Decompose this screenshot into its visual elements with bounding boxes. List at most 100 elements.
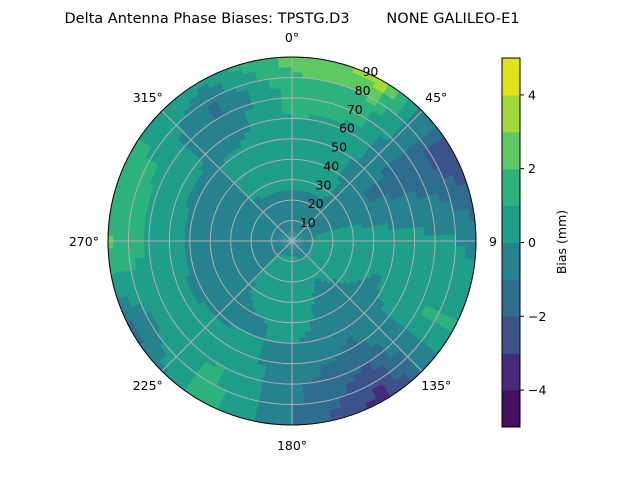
contour-cell [285,194,290,201]
contour-cell [266,245,273,250]
contour-cell [259,222,266,228]
contour-cell [295,255,298,262]
contour-cell [289,245,292,252]
contour-cell [299,247,305,252]
contour-cell [424,350,439,366]
contour-cell [171,296,182,309]
contour-cell [214,90,229,102]
contour-cell [402,219,410,230]
contour-cell [204,398,221,411]
contour-cell [291,97,303,104]
contour-cell [401,137,414,151]
contour-cell [276,235,283,239]
contour-cell [286,173,293,180]
contour-cell [305,220,311,227]
contour-cell [215,227,222,234]
contour-cell [149,148,162,163]
contour-cell [324,329,335,338]
contour-cell [378,115,392,128]
contour-cell [291,393,304,401]
contour-cell [389,181,399,193]
contour-cell [224,385,239,396]
contour-cell [300,102,313,110]
contour-cell [307,223,313,229]
contour-cell [392,221,400,231]
contour-cell [286,260,290,267]
contour-cell [307,241,314,244]
contour-cell [412,253,420,264]
contour-cell [267,247,274,251]
theta-tick-label: 0° [285,30,299,45]
contour-cell [143,245,150,258]
contour-cell [359,389,375,401]
contour-cell [370,86,386,99]
contour-cell [182,365,197,379]
contour-cell [456,282,467,298]
contour-cell [262,248,269,253]
contour-cell [323,388,337,397]
contour-cell [417,253,425,265]
contour-cell [260,220,267,226]
contour-cell [204,225,212,233]
contour-cell [275,213,281,220]
contour-cell [299,123,310,130]
contour-cell [294,245,298,251]
contour-cell [318,222,325,228]
contour-cell [279,76,293,84]
contour-cell [167,288,178,301]
contour-cell [162,311,174,325]
contour-cell [200,255,208,264]
contour-cell [305,255,311,262]
contour-cell [313,261,320,268]
contour-cell [291,163,298,170]
contour-cell [437,153,450,168]
contour-cell [313,214,320,221]
contour-cell [184,229,191,238]
contour-cell [355,380,370,392]
contour-cell [443,176,454,192]
contour-cell [295,296,301,303]
contour-cell [204,249,212,257]
contour-cell [288,230,291,237]
contour-cell [305,304,313,312]
contour-cell [278,66,293,73]
contour-cell [287,179,293,185]
contour-cell [264,253,271,259]
contour-cell [358,233,365,240]
contour-cell [299,295,306,303]
contour-cell [130,290,141,306]
contour-cell [378,230,385,239]
contour-cell [333,384,348,395]
contour-cell [271,244,278,248]
contour-cell [169,278,179,290]
contour-cell [424,295,436,310]
contour-cell [343,118,356,129]
contour-cell [291,138,300,145]
contour-cell [327,242,334,246]
contour-cell [336,78,351,88]
contour-cell [464,221,472,236]
contour-cell [283,133,293,140]
contour-cell [174,219,182,230]
contour-cell [292,245,295,252]
contour-cell [245,291,254,300]
contour-cell [300,217,305,223]
angle-tick-labels: 0°45°90°135°180°225°270°315° [69,30,511,453]
colorbar-tick-label: 2 [528,161,536,176]
contour-cell [219,100,233,111]
contour-cell [314,252,321,257]
contour-cell [221,104,235,115]
polar-frame [107,56,477,426]
contour-cell [134,314,147,329]
contour-cell [131,329,145,346]
contour-cell [439,224,446,237]
contour-cell [273,154,282,162]
contour-cell [461,283,472,299]
contour-cell [259,254,266,260]
contour-cell [245,393,260,402]
contour-cell [280,388,293,395]
contour-cell [327,65,343,75]
contour-cell [442,150,454,166]
contour-cell [353,376,368,387]
contour-cell [304,144,313,152]
